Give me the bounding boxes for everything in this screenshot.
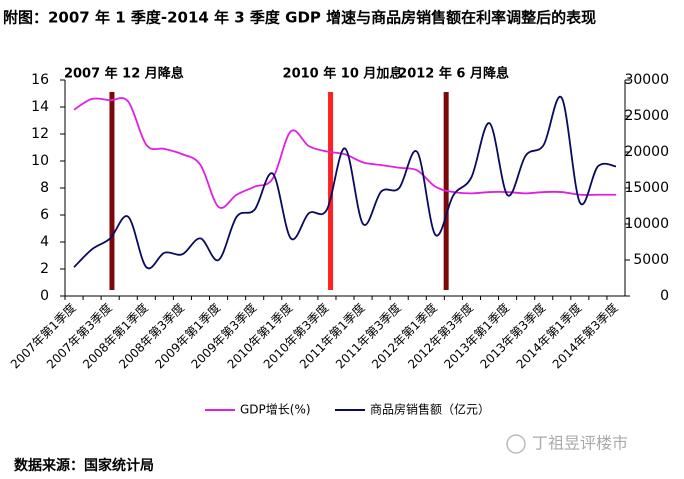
watermark: 丁祖昱评楼市	[532, 434, 628, 453]
x-tick-label: 2014年第1季度	[513, 300, 585, 372]
x-tick-label: 2012年第3季度	[404, 300, 476, 372]
x-tick-label: 2011年第1季度	[296, 300, 368, 372]
x-tick-label: 2014年第3季度	[549, 300, 621, 372]
legend-label: 商品房销售额（亿元）	[370, 402, 490, 417]
x-tick-label: 2007年第1季度	[7, 300, 79, 372]
y-tick-label: 10	[31, 153, 49, 169]
series-line	[73, 95, 617, 270]
y-tick-label: 0	[40, 288, 49, 304]
y-tick-label: 8	[40, 180, 49, 196]
annotation: 2007 年 12 月降息	[64, 66, 184, 82]
y-tick-label: 6	[40, 207, 49, 223]
y2-tick-label: 10000	[624, 216, 669, 232]
y-tick-label: 16	[31, 72, 49, 88]
y2-tick-label: 5000	[633, 252, 669, 268]
y2-tick-label: 25000	[624, 108, 669, 124]
x-tick-label: 2007年第3季度	[43, 300, 115, 372]
x-tick-label: 2013年第3季度	[477, 300, 549, 372]
x-tick-label: 2012年第1季度	[368, 300, 440, 372]
x-tick-label: 2008年第3季度	[115, 300, 187, 372]
x-tick-label: 2009年第3季度	[188, 300, 260, 372]
x-tick-label: 2009年第1季度	[152, 300, 224, 372]
source: 数据来源：国家统计局	[14, 457, 154, 474]
x-tick-label: 2010年第1季度	[224, 300, 296, 372]
y2-tick-label: 15000	[624, 180, 669, 196]
legend-label: GDP增长(%)	[240, 403, 311, 417]
watermark-icon	[506, 434, 526, 454]
x-tick-label: 2010年第3季度	[260, 300, 332, 372]
annotation: 2010 年 10 月加息	[283, 66, 403, 82]
x-tick-label: 2011年第3季度	[332, 300, 404, 372]
annotation: 2012 年 6 月降息	[398, 66, 509, 82]
y2-tick-label: 20000	[624, 144, 669, 160]
x-tick-label: 2013年第1季度	[441, 300, 513, 372]
x-tick-label: 2008年第1季度	[79, 300, 151, 372]
chart-title: 附图：2007 年 1 季度-2014 年 3 季度 GDP 增速与商品房销售额…	[3, 9, 596, 27]
y-tick-label: 4	[40, 234, 49, 250]
y-tick-label: 12	[31, 126, 49, 142]
y2-tick-label: 30000	[624, 72, 669, 88]
y-tick-label: 14	[31, 99, 49, 115]
y-tick-label: 2	[40, 261, 49, 277]
y2-tick-label: 0	[660, 288, 669, 304]
series-line	[73, 97, 616, 209]
